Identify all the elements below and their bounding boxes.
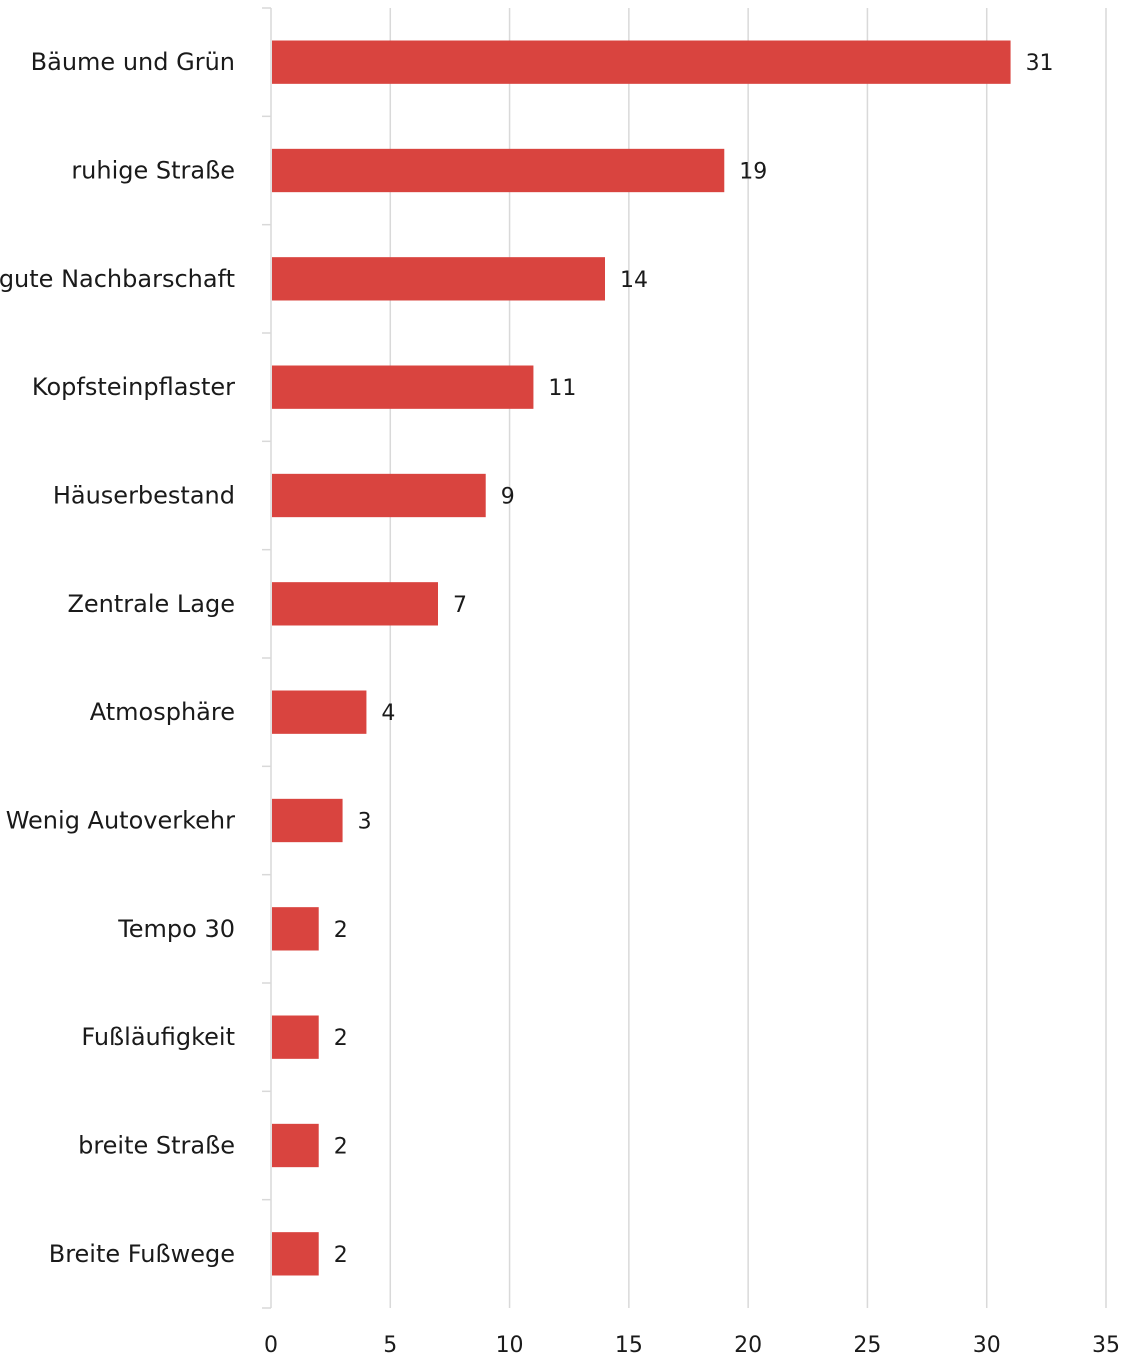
category-label: Fußläufigkeit	[81, 1023, 235, 1051]
category-label: Kopfsteinpflaster	[32, 373, 235, 401]
category-label: Bäume und Grün	[31, 48, 235, 76]
bar	[272, 907, 319, 951]
grid-lines	[389, 8, 1107, 1308]
category-label: Breite Fußwege	[49, 1240, 235, 1268]
data-label: 3	[358, 810, 372, 835]
x-tick-labels: 0 5 10 15 20 25 30 35	[264, 1333, 1120, 1358]
bar	[272, 148, 725, 193]
x-tick-label: 0	[264, 1333, 278, 1358]
category-label: Zentrale Lage	[67, 590, 235, 618]
data-label: 7	[453, 593, 467, 618]
data-label: 2	[334, 1243, 348, 1268]
category-labels: Bäume und Grün ruhige Straße gute Nachbars…	[0, 48, 235, 1268]
bar	[272, 1232, 319, 1276]
bar	[272, 1015, 319, 1059]
category-label: Wenig Autoverkehr	[6, 807, 235, 835]
data-label: 4	[381, 701, 395, 726]
category-label: breite Straße	[78, 1132, 235, 1160]
data-label: 2	[334, 918, 348, 943]
data-labels: 31 19 14 11 9 7 4 3 2 2 2 2	[334, 51, 1054, 1268]
x-tick-label: 20	[734, 1333, 762, 1358]
data-label: 2	[334, 1135, 348, 1160]
x-tick-label: 15	[615, 1333, 643, 1358]
x-tick-label: 10	[496, 1333, 524, 1358]
category-axis	[262, 7, 272, 1309]
x-tick-label: 30	[973, 1333, 1001, 1358]
x-tick-label: 25	[853, 1333, 881, 1358]
bars	[272, 40, 1011, 1276]
category-label: Häuserbestand	[53, 482, 235, 510]
bar	[272, 473, 486, 518]
x-tick-label: 35	[1092, 1333, 1120, 1358]
bar	[272, 257, 605, 301]
category-label: Atmosphäre	[90, 698, 235, 726]
data-label: 31	[1026, 51, 1054, 76]
bar	[272, 40, 1011, 84]
bar	[272, 582, 438, 626]
category-label: Tempo 30	[117, 915, 235, 943]
data-label: 2	[334, 1026, 348, 1051]
bar	[272, 798, 343, 843]
category-label: gute Nachbarschaft	[0, 265, 235, 293]
bar	[272, 690, 367, 734]
data-label: 14	[620, 268, 648, 293]
data-label: 9	[501, 485, 515, 510]
x-tick-label: 5	[383, 1333, 397, 1358]
bar	[272, 365, 534, 409]
bar	[272, 1123, 319, 1168]
data-label: 19	[739, 160, 767, 185]
data-label: 11	[548, 376, 576, 401]
category-label: ruhige Straße	[71, 157, 235, 185]
